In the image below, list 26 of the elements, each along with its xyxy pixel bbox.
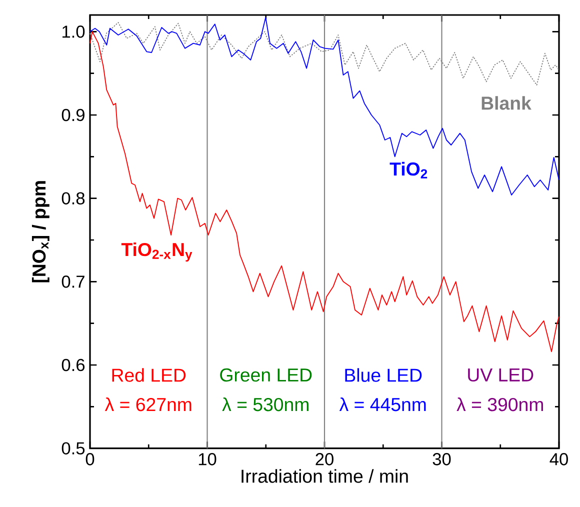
x-tick-label: 20: [316, 453, 334, 466]
annotation: λ = 530nm: [222, 397, 308, 412]
text: TiO$_{2-x}$N$_{y}$: [121, 242, 192, 262]
line-series: [90, 17, 560, 196]
y-tick-label: 0.6: [62, 358, 85, 372]
x-tick-label: 10: [198, 453, 216, 466]
x-tick-label: 0: [86, 453, 94, 466]
x-tick-label: 30: [432, 453, 451, 466]
annotation: λ = 627nm: [104, 397, 192, 412]
text: [NO$_{x}$] / ppm: [32, 181, 50, 282]
annotation: UV LED: [468, 368, 534, 382]
annotation: λ = 445nm: [339, 397, 426, 412]
annotation: Red LED: [112, 368, 186, 382]
annotation: λ = 390nm: [456, 397, 543, 412]
y-tick-label: 1.0: [62, 26, 85, 38]
y-tick-label: 0.9: [62, 108, 84, 122]
text: TiO$_{2}$: [390, 162, 428, 178]
x-tick-label: 40: [550, 453, 568, 466]
annotation: Blue LED: [345, 368, 422, 382]
y-tick-label: 0.8: [62, 192, 85, 204]
series-label: Blank: [482, 96, 532, 110]
x-axis-title: Irradiation time / min: [242, 469, 408, 483]
line-series: [90, 31, 560, 352]
annotation: Green LED: [220, 368, 312, 382]
y-tick-label: 0.5: [62, 442, 85, 454]
y-tick-label: 0.7: [62, 276, 84, 288]
